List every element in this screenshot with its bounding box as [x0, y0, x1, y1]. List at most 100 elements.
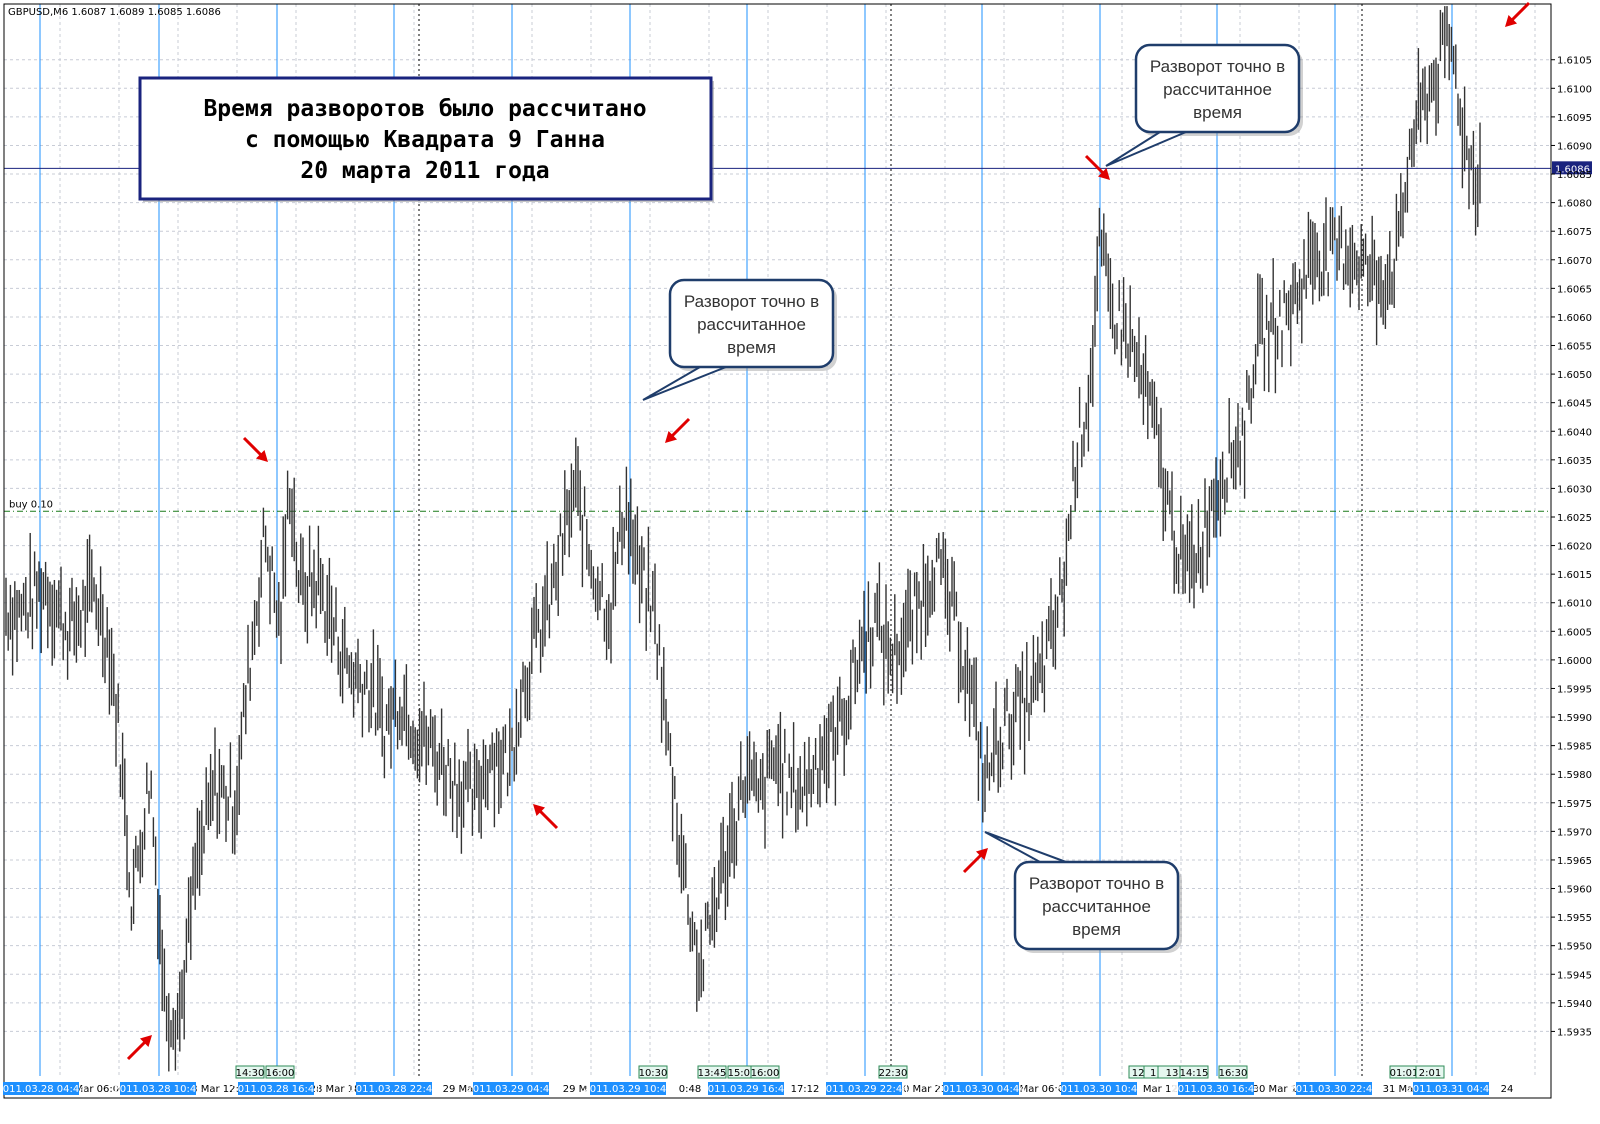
- time-marker-label: 22:30: [879, 1068, 908, 1079]
- x-tag-label: 2011.03.29 10:44: [583, 1084, 672, 1095]
- callout-text: Разворот точно в: [1029, 874, 1164, 893]
- time-marker-label: 13: [1166, 1068, 1179, 1079]
- y-tick-label: 1.6000: [1557, 656, 1592, 667]
- title-box: [138, 76, 713, 201]
- y-tick-label: 1.5960: [1557, 885, 1592, 896]
- time-marker-label: 14:30: [236, 1068, 265, 1079]
- time-marker-tag: [1179, 1065, 1209, 1079]
- y-tick-label: 1.6070: [1557, 256, 1592, 267]
- x-tag-bg: [3, 1082, 79, 1095]
- reversal-arrow-shaft: [536, 807, 559, 830]
- current-price-label: 1.6086: [1555, 164, 1590, 175]
- x-tick-label: Mar 12:: [1143, 1084, 1181, 1095]
- y-tick-label: 1.5990: [1557, 713, 1592, 724]
- callout-pointer: [642, 366, 727, 401]
- x-tag-bg: [708, 1082, 784, 1095]
- y-tick-label: 1.6005: [1557, 627, 1592, 638]
- time-marker-tag: [697, 1065, 727, 1079]
- y-tick-label: 1.6095: [1557, 113, 1592, 124]
- symbol-header: GBPUSD,M6 1.6087 1.6089 1.6085 1.6086: [8, 7, 221, 18]
- x-tag-label: 2011.03.29 04:44: [466, 1084, 555, 1095]
- reversal-arrow-head: [533, 804, 546, 817]
- price-bars-layer: [5, 6, 1481, 1072]
- callout-text: время: [1072, 920, 1121, 939]
- callout-pointer: [1105, 131, 1187, 167]
- callout-text: время: [1193, 103, 1242, 122]
- x-tag-bg: [1296, 1082, 1372, 1095]
- x-tick-label: 30 Mar 18: [1253, 1084, 1304, 1095]
- x-tick-label: Mar 06:00: [1020, 1084, 1071, 1095]
- order-line-layer: buy 0.10: [4, 499, 1551, 512]
- y-tick-label: 1.6045: [1557, 399, 1592, 410]
- callout-box: [668, 278, 835, 369]
- time-marker-label: 13:45: [698, 1068, 727, 1079]
- current-price-tag: [1552, 161, 1592, 175]
- y-tick-label: 1.6015: [1557, 570, 1592, 581]
- x-tick-label: 31 Mar: [1383, 1084, 1419, 1095]
- time-marker-label: 12:0: [1132, 1068, 1154, 1079]
- time-marker-tag: [265, 1065, 295, 1079]
- x-tag-label: 2011.03.29 22:44: [819, 1084, 908, 1095]
- x-tag-bg: [1061, 1082, 1137, 1095]
- reversal-arrow-shaft: [1084, 154, 1107, 177]
- y-tick-label: 1.5995: [1557, 684, 1592, 695]
- y-tick-label: 1.6100: [1557, 84, 1592, 95]
- x-tag-label: 2011.03.28 16:44: [231, 1084, 320, 1095]
- time-marker-label: 2:01: [1419, 1068, 1441, 1079]
- time-marker-tag: [235, 1065, 265, 1079]
- x-tag-bg: [1413, 1082, 1489, 1095]
- reversal-arrow-head: [1097, 167, 1110, 180]
- y-tick-label: 1.5985: [1557, 742, 1592, 753]
- time-marker-label: 01:01: [1390, 1068, 1419, 1079]
- x-tag-bg: [238, 1082, 314, 1095]
- x-tag-bg: [590, 1082, 666, 1095]
- title-line: 20 марта 2011 года: [300, 158, 549, 184]
- y-tick-label: 1.5950: [1557, 942, 1592, 953]
- reversal-arrow-shaft: [668, 417, 691, 440]
- y-tick-label: 1.6090: [1557, 141, 1592, 152]
- callout-text: Разворот точно в: [684, 292, 819, 311]
- callout-text: рассчитанное: [1163, 80, 1272, 99]
- y-tick-label: 1.6105: [1557, 56, 1592, 67]
- y-tick-label: 1.6075: [1557, 227, 1592, 238]
- y-tick-label: 1.5970: [1557, 827, 1592, 838]
- reversal-arrow-shaft: [1508, 1, 1531, 24]
- y-tick-label: 1.6040: [1557, 427, 1592, 438]
- x-tag-label: 2011.03.30 10:44: [1054, 1084, 1143, 1095]
- x-tag-label: 2011.03.29 16:44: [701, 1084, 790, 1095]
- y-tick-label: 1.5975: [1557, 799, 1592, 810]
- time-marker-label: 16:00: [266, 1068, 295, 1079]
- callout-text: Разворот точно в: [1150, 57, 1285, 76]
- y-tick-label: 1.6055: [1557, 342, 1592, 353]
- x-axis: Mar 06:00 8 Mar 12: 28 Mar 18 29 Mar 24 29 M 0…: [0, 1082, 1513, 1095]
- y-tick-label: 1.6035: [1557, 456, 1592, 467]
- y-tick-label: 1.6065: [1557, 284, 1592, 295]
- x-tag-bg: [120, 1082, 196, 1095]
- y-tick-label: 1.5935: [1557, 1027, 1592, 1038]
- x-tick-label: 29 M: [563, 1084, 588, 1095]
- x-tag-bg: [473, 1082, 549, 1095]
- y-tick-label: 1.6030: [1557, 484, 1592, 495]
- order-line-label: buy 0.10: [9, 499, 53, 510]
- y-tick-label: 1.6010: [1557, 599, 1592, 610]
- time-marker-tag: [1415, 1065, 1445, 1079]
- y-tick-label: 1.6060: [1557, 313, 1592, 324]
- x-tick-label: 17:12: [791, 1084, 820, 1095]
- x-tick-label: 29 Mar: [443, 1084, 479, 1095]
- callout-box: [1013, 860, 1180, 951]
- x-tick-label: Mar 06:00: [75, 1084, 126, 1095]
- y-tick-label: 1.5955: [1557, 913, 1592, 924]
- y-axis: 1.6105 1.6100 1.6095 1.6090 1.6085 1.6080 1.60…: [1551, 56, 1592, 1038]
- y-tick-label: 1.5965: [1557, 856, 1592, 867]
- time-marker-label: 15:00: [728, 1068, 757, 1079]
- time-marker-label: 16:00: [751, 1068, 780, 1079]
- plot-frame: [3, 3, 1552, 1099]
- y-tick-label: 1.6020: [1557, 542, 1592, 553]
- x-tag-label: 2011.03.28 10:44: [113, 1084, 202, 1095]
- reversal-arrow-head: [665, 430, 678, 443]
- y-tick-label: 1.6025: [1557, 513, 1592, 524]
- callout-text: время: [727, 338, 776, 357]
